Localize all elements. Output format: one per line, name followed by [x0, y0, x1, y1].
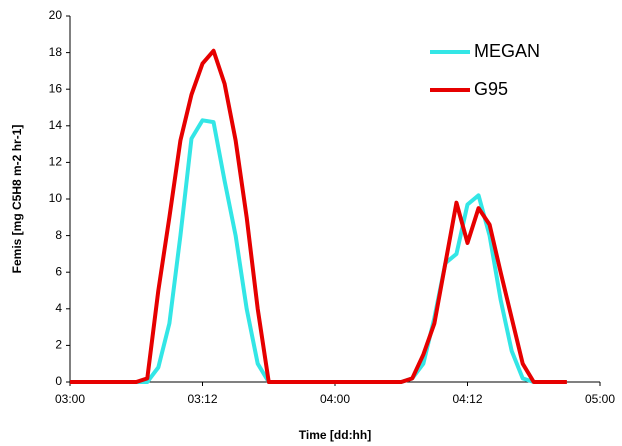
x-tick-label: 03:12: [187, 392, 217, 406]
y-tick-label: 10: [49, 191, 63, 205]
y-axis-title: Femis [mg C5H8 m-2 hr-1]: [10, 125, 24, 274]
y-tick-label: 2: [55, 338, 62, 352]
y-tick-label: 12: [49, 155, 63, 169]
legend-label: MEGAN: [474, 41, 540, 61]
x-tick-label: 04:00: [320, 392, 350, 406]
y-tick-label: 16: [49, 81, 63, 95]
x-tick-label: 05:00: [585, 392, 615, 406]
x-axis-title: Time [dd:hh]: [299, 428, 371, 442]
y-tick-label: 20: [49, 8, 63, 22]
y-tick-label: 14: [49, 118, 63, 132]
y-tick-label: 4: [55, 301, 62, 315]
y-tick-label: 0: [55, 374, 62, 388]
y-tick-label: 18: [49, 45, 63, 59]
legend-label: G95: [474, 79, 508, 99]
y-tick-label: 8: [55, 228, 62, 242]
y-tick-label: 6: [55, 264, 62, 278]
x-tick-label: 03:00: [55, 392, 85, 406]
data-line: [70, 48, 567, 384]
data-line: [70, 118, 535, 384]
x-tick-label: 04:12: [452, 392, 482, 406]
